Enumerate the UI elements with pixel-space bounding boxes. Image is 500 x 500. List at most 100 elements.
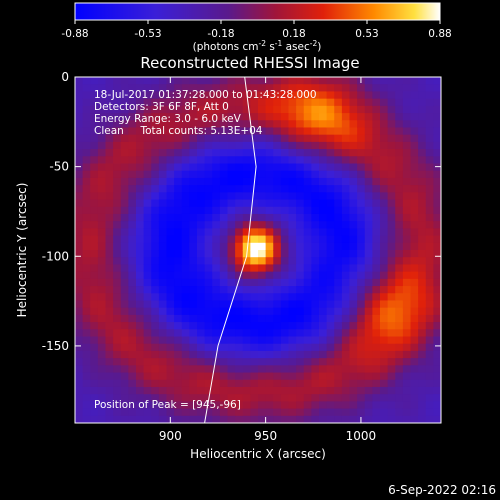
heatmap-cell	[174, 77, 183, 85]
heatmap-cell	[197, 307, 206, 316]
heatmap-cell	[425, 170, 434, 179]
heatmap-cell	[242, 170, 251, 179]
heatmap-cell	[380, 149, 389, 157]
heatmap-cell	[235, 127, 244, 136]
heatmap-cell	[97, 127, 107, 136]
heatmap-cell	[174, 386, 183, 395]
heatmap-cell	[311, 235, 320, 244]
heatmap-cell	[357, 185, 366, 193]
heatmap-cell	[143, 343, 152, 352]
heatmap-cell	[349, 163, 358, 172]
heatmap-cell	[235, 401, 244, 410]
heatmap-cell	[120, 134, 129, 143]
heatmap-cell	[242, 415, 251, 423]
heatmap-cell	[250, 213, 259, 222]
heatmap-cell	[402, 278, 412, 287]
heatmap-cell	[105, 271, 114, 280]
heatmap-cell	[235, 149, 244, 157]
heatmap-cell	[364, 250, 373, 258]
heatmap-cell	[296, 120, 305, 129]
heatmap-cell	[189, 350, 198, 359]
heatmap-cell	[219, 134, 229, 143]
heatmap-cell	[341, 242, 351, 251]
heatmap-cell	[418, 170, 427, 179]
heatmap-cell	[265, 105, 274, 114]
heatmap-cell	[82, 257, 91, 266]
heatmap-cell	[273, 358, 282, 366]
heatmap-cell	[90, 271, 99, 280]
heatmap-cell	[311, 127, 320, 136]
heatmap-cell	[158, 343, 168, 352]
heatmap-cell	[258, 350, 267, 359]
heatmap-cell	[395, 372, 404, 381]
heatmap-cell	[387, 286, 396, 294]
heatmap-cell	[250, 84, 259, 93]
heatmap-cell	[349, 127, 358, 136]
heatmap-cell	[364, 379, 373, 388]
heatmap-cell	[296, 192, 305, 201]
heatmap-cell	[204, 84, 213, 93]
heatmap-cell	[425, 278, 434, 287]
heatmap-cell	[280, 300, 290, 309]
heatmap-cell	[395, 213, 404, 222]
heatmap-cell	[280, 177, 290, 186]
heatmap-cell	[97, 185, 107, 193]
heatmap-cell	[364, 141, 373, 150]
heatmap-cell	[189, 336, 198, 345]
heatmap-cell	[433, 329, 441, 338]
heatmap-cell	[296, 185, 305, 193]
heatmap-cell	[402, 379, 412, 388]
heatmap-cell	[380, 401, 389, 410]
heatmap-cell	[425, 322, 434, 330]
plot-area	[75, 77, 441, 423]
heatmap-cell	[296, 358, 305, 366]
heatmap-cell	[235, 343, 244, 352]
heatmap-cell	[158, 105, 168, 114]
heatmap-cell	[128, 329, 137, 338]
heatmap-cell	[105, 250, 114, 258]
heatmap-cell	[158, 149, 168, 157]
heatmap-cell	[227, 343, 236, 352]
heatmap-cell	[197, 221, 206, 229]
heatmap-cell	[143, 127, 152, 136]
heatmap-cell	[235, 358, 244, 366]
heatmap-cell	[242, 84, 251, 93]
heatmap-cell	[82, 156, 91, 165]
heatmap-cell	[166, 379, 175, 388]
heatmap-cell	[341, 235, 351, 244]
heatmap-cell	[235, 350, 244, 359]
heatmap-cell	[143, 170, 152, 179]
heatmap-cell	[235, 307, 244, 316]
heatmap-cell	[319, 264, 328, 273]
heatmap-cell	[303, 293, 312, 302]
heatmap-cell	[280, 134, 290, 143]
heatmap-cell	[97, 286, 107, 294]
heatmap-cell	[349, 329, 358, 338]
heatmap-cell	[212, 156, 221, 165]
heatmap-cell	[349, 343, 358, 352]
heatmap-cell	[387, 156, 396, 165]
heatmap-cell	[212, 343, 221, 352]
heatmap-cell	[303, 120, 312, 129]
heatmap-cell	[158, 307, 168, 316]
heatmap-cell	[151, 343, 160, 352]
heatmap-cell	[311, 156, 320, 165]
heatmap-cell	[402, 185, 412, 193]
heatmap-cell	[113, 286, 122, 294]
heatmap-cell	[189, 257, 198, 266]
heatmap-cell	[357, 134, 366, 143]
heatmap-cell	[242, 329, 251, 338]
heatmap-cell	[334, 228, 343, 237]
heatmap-cell	[341, 134, 351, 143]
heatmap-cell	[334, 394, 343, 402]
heatmap-cell	[219, 235, 229, 244]
heatmap-cell	[433, 336, 441, 345]
heatmap-cell	[136, 127, 145, 136]
heatmap-cell	[189, 365, 198, 374]
heatmap-cell	[395, 329, 404, 338]
heatmap-cell	[181, 170, 190, 179]
heatmap-cell	[105, 163, 114, 172]
heatmap-cell	[128, 372, 137, 381]
heatmap-cell	[151, 336, 160, 345]
heatmap-cell	[402, 307, 412, 316]
